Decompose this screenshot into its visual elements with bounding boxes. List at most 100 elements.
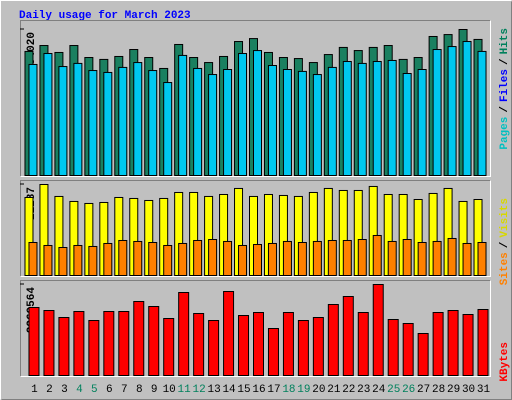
chart-title: Daily usage for March 2023 — [19, 10, 191, 22]
x-tick-label: 6 — [106, 384, 113, 396]
x-tick-label: 26 — [402, 384, 415, 396]
bar — [447, 46, 457, 177]
x-tick-label: 5 — [91, 384, 98, 396]
bar — [477, 241, 487, 276]
bar — [462, 242, 472, 276]
bar — [462, 313, 474, 376]
x-tick-label: 29 — [447, 384, 460, 396]
bar — [43, 53, 53, 177]
bar — [432, 49, 442, 176]
x-tick-label: 1 — [31, 384, 38, 396]
bar — [253, 244, 262, 277]
x-tick-label: 25 — [387, 384, 400, 396]
bar — [312, 74, 322, 176]
bar — [133, 240, 143, 277]
legend-separator: / — [499, 58, 511, 65]
bar — [178, 242, 188, 276]
bar — [432, 240, 442, 277]
bar — [372, 234, 382, 276]
bar — [282, 240, 292, 277]
bar — [208, 320, 220, 376]
bar — [223, 69, 233, 176]
bar — [417, 69, 427, 176]
panel-border-light — [20, 180, 491, 277]
legend-entry: Files — [499, 69, 511, 102]
bar — [208, 239, 218, 277]
bar — [267, 65, 277, 176]
bar — [387, 59, 397, 176]
bar — [447, 237, 457, 276]
panel-border-dark — [20, 180, 491, 277]
bar — [88, 245, 98, 276]
bar — [193, 313, 205, 377]
bar — [178, 292, 190, 377]
bar — [297, 241, 307, 276]
bar — [342, 295, 354, 376]
bar — [402, 323, 414, 376]
bar — [402, 239, 412, 277]
bar — [253, 311, 264, 376]
bar — [208, 74, 218, 176]
bar — [103, 242, 113, 276]
x-tick-label: 15 — [237, 384, 250, 396]
legend-entry: Pages — [499, 117, 511, 150]
bar — [133, 300, 145, 377]
x-tick-label: 9 — [151, 384, 158, 396]
x-tick-label: 19 — [297, 384, 310, 396]
x-tick-label: 10 — [163, 384, 176, 396]
x-tick-label: 11 — [178, 384, 192, 396]
bar — [28, 306, 40, 377]
bar — [133, 62, 143, 176]
x-tick-label: 13 — [207, 384, 220, 396]
bar — [43, 244, 53, 276]
bar — [223, 240, 233, 277]
x-tick-label: 27 — [417, 384, 430, 396]
legend: KBytes — [499, 342, 511, 382]
x-tick-label: 16 — [252, 384, 265, 396]
bar — [178, 54, 188, 176]
bar — [327, 66, 337, 176]
bar — [148, 306, 160, 376]
bar — [58, 246, 68, 277]
bar — [432, 311, 444, 376]
x-tick-label: 30 — [462, 384, 475, 396]
bar — [73, 311, 85, 376]
bar — [282, 311, 294, 376]
bar — [118, 66, 128, 176]
panel-border-dark — [20, 280, 491, 377]
x-tick-label: 20 — [312, 384, 325, 396]
bar — [148, 70, 158, 176]
bar — [28, 63, 38, 176]
bar — [387, 240, 397, 277]
bar — [372, 61, 382, 176]
bar — [267, 242, 277, 276]
bar — [327, 303, 339, 377]
bar — [402, 72, 412, 176]
bar — [417, 241, 427, 276]
bar — [148, 241, 158, 276]
bar — [357, 239, 367, 277]
x-tick-label: 17 — [267, 384, 280, 396]
bar — [103, 311, 115, 376]
legend-separator: / — [499, 106, 511, 113]
legend-entry: KBytes — [499, 342, 511, 382]
bar — [28, 241, 38, 276]
panel-border-light — [20, 20, 491, 177]
bar — [163, 82, 173, 176]
bar — [103, 71, 113, 176]
bar — [417, 333, 429, 377]
bar — [118, 311, 130, 376]
bar — [462, 41, 472, 177]
bar — [238, 244, 248, 276]
bar — [253, 50, 262, 176]
bar — [73, 244, 83, 276]
bar — [282, 69, 292, 176]
bar — [88, 320, 100, 376]
x-tick-label: 31 — [477, 384, 491, 396]
x-tick-label: 12 — [193, 384, 206, 396]
bar — [58, 316, 70, 376]
x-tick-label: 22 — [342, 384, 355, 396]
x-tick-label: 8 — [136, 384, 143, 396]
